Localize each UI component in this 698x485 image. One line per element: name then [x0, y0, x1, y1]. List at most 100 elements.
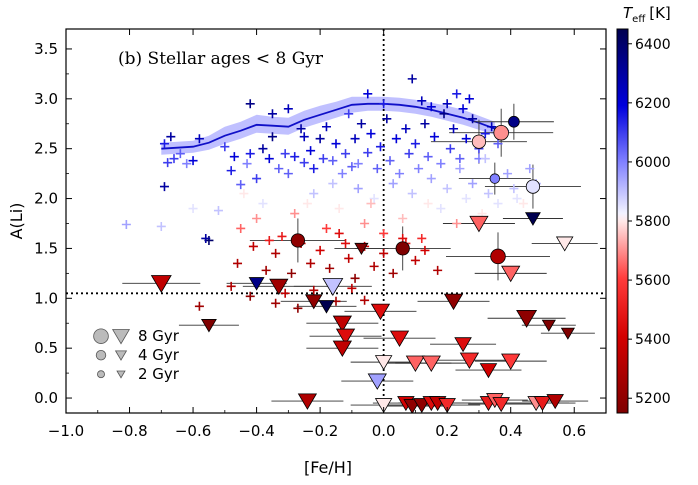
- detection-point: [464, 94, 474, 104]
- detection-point: [169, 154, 179, 164]
- upper-limit-point: [332, 340, 353, 358]
- upper-limit-point: [516, 310, 538, 328]
- y-axis-label: A(Li): [7, 203, 26, 240]
- detection-point: [248, 241, 258, 251]
- upper-limit-point: [318, 300, 335, 314]
- x-tick-label: 0.6: [562, 422, 586, 440]
- upper-limit-point: [405, 355, 426, 372]
- detection-point: [321, 223, 331, 233]
- detection-point: [331, 139, 341, 149]
- detection-point: [194, 301, 204, 311]
- detection-point: [283, 104, 293, 114]
- detection-point: [407, 74, 417, 84]
- x-tick-label: 0.0: [372, 422, 396, 440]
- upper-limit-point: [248, 277, 265, 291]
- detection-point: [401, 124, 411, 134]
- detection-point: [159, 182, 169, 192]
- upper-limit-point: [443, 293, 464, 311]
- detection-point: [410, 139, 420, 149]
- detection-point: [264, 235, 274, 245]
- detection-point: [252, 214, 262, 224]
- upper-limit-point: [454, 337, 472, 353]
- detection-point: [369, 194, 379, 204]
- detection-point: [239, 189, 249, 199]
- detection-point: [369, 261, 379, 271]
- detection-point: [461, 194, 471, 204]
- detection-point: [293, 303, 303, 313]
- detection-point: [379, 248, 389, 258]
- detection-point: [267, 109, 277, 119]
- detection-point: [325, 263, 335, 273]
- detection-point: [363, 148, 373, 158]
- upper-limit-point: [367, 373, 387, 390]
- colorbar-tick-label: 5200: [635, 391, 671, 407]
- legend-circle-marker: [97, 370, 105, 379]
- detection-point: [385, 156, 395, 166]
- detection-point: [388, 179, 398, 189]
- detection-point: [395, 169, 405, 179]
- x-axis: −1.0 −0.8 −0.6 −0.4 −0.2 0.0 0.2 0.4 0.6: [48, 29, 586, 440]
- detection-point: [366, 129, 376, 139]
- detection-point: [306, 258, 316, 268]
- detection-point: [420, 119, 430, 129]
- detection-point: [363, 89, 373, 99]
- detection-point: [360, 295, 370, 305]
- detection-point: [271, 298, 281, 308]
- detection-point: [439, 109, 449, 119]
- detection-point: [188, 204, 198, 214]
- x-tick-label: −0.2: [302, 422, 338, 440]
- legend-circle-marker: [95, 350, 107, 361]
- colorbar-label-main: T: [623, 4, 634, 22]
- detection-point: [334, 204, 344, 214]
- detection-errorbar-point: [490, 248, 506, 265]
- detection-point: [360, 218, 370, 228]
- detection-point: [417, 233, 427, 243]
- detection-point: [283, 169, 293, 179]
- detection-point: [455, 164, 465, 174]
- detection-point: [201, 233, 211, 243]
- detection-point: [398, 214, 408, 224]
- detection-point: [375, 142, 385, 152]
- upper-limit-point: [150, 275, 172, 293]
- detection-point: [182, 159, 192, 169]
- detection-point: [407, 189, 417, 199]
- x-tick-label: 0.4: [499, 422, 523, 440]
- detection-point: [156, 221, 166, 231]
- detection-point: [468, 114, 478, 124]
- upper-limit-point: [389, 330, 410, 348]
- colorbar-ticks: 5200 5400 5600 5800 6000 6200 6400: [628, 37, 671, 407]
- detection-point: [366, 199, 376, 209]
- detection-point: [280, 149, 290, 159]
- detection-point: [452, 89, 462, 99]
- detection-point: [379, 99, 389, 109]
- detection-errorbar-point: [395, 241, 410, 256]
- detection-point: [350, 273, 360, 283]
- detection-point: [318, 154, 328, 164]
- detection-point: [220, 142, 230, 152]
- detection-point: [309, 189, 319, 199]
- detection-point: [315, 245, 325, 255]
- colorbar-tick-label: 6400: [635, 37, 671, 53]
- detection-point: [163, 158, 173, 168]
- detection-point: [328, 156, 338, 166]
- colorbar-tick-label: 5800: [635, 214, 671, 230]
- detection-point: [258, 199, 268, 209]
- detection-point: [372, 164, 382, 174]
- detection-point: [159, 139, 169, 149]
- detection-point: [423, 152, 433, 162]
- detection-point: [299, 132, 309, 142]
- detection-point: [121, 219, 131, 229]
- detection-point: [242, 159, 252, 169]
- plot-area: [66, 29, 606, 413]
- detection-errorbar-point: [493, 124, 509, 141]
- detection-point: [271, 248, 281, 258]
- colorbar-tick-label: 6000: [635, 155, 671, 171]
- upper-limit-point: [479, 363, 498, 379]
- upper-limit-point: [269, 278, 289, 296]
- colorbar-gradient: [616, 28, 629, 414]
- upper-limit-point: [555, 236, 574, 252]
- detection-point: [512, 194, 522, 204]
- detection-point: [468, 179, 478, 189]
- detection-point: [296, 124, 306, 134]
- detection-point: [379, 228, 389, 238]
